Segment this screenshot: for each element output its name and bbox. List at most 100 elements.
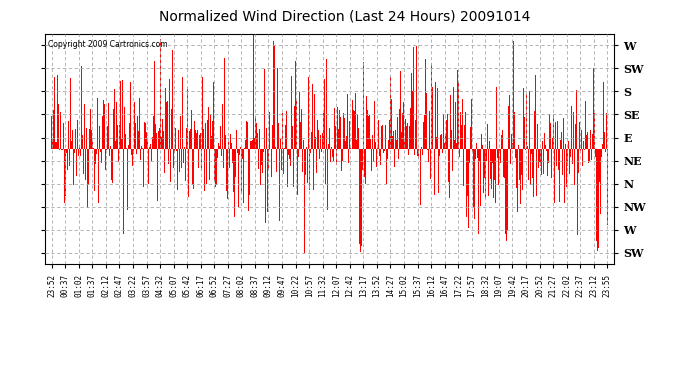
Bar bbox=[193, 149, 194, 189]
Bar bbox=[195, 130, 196, 149]
Bar bbox=[571, 105, 572, 149]
Bar bbox=[502, 130, 504, 149]
Bar bbox=[202, 77, 203, 149]
Bar bbox=[326, 149, 328, 210]
Bar bbox=[252, 140, 253, 149]
Bar bbox=[565, 144, 566, 149]
Bar bbox=[405, 119, 406, 149]
Bar bbox=[399, 109, 400, 149]
Bar bbox=[576, 90, 577, 149]
Bar bbox=[141, 146, 142, 149]
Bar bbox=[77, 120, 78, 149]
Bar bbox=[451, 130, 452, 149]
Bar bbox=[89, 129, 90, 149]
Bar bbox=[500, 149, 502, 166]
Bar bbox=[171, 109, 172, 149]
Bar bbox=[206, 149, 207, 184]
Bar bbox=[357, 149, 359, 152]
Bar bbox=[336, 149, 337, 165]
Bar bbox=[373, 149, 374, 162]
Bar bbox=[189, 131, 190, 149]
Bar bbox=[150, 149, 152, 161]
Bar bbox=[85, 149, 86, 180]
Bar bbox=[545, 144, 546, 149]
Bar bbox=[60, 112, 61, 149]
Bar bbox=[144, 122, 145, 149]
Bar bbox=[268, 112, 270, 149]
Bar bbox=[386, 149, 388, 184]
Bar bbox=[580, 149, 581, 152]
Bar bbox=[434, 149, 435, 195]
Bar bbox=[318, 130, 319, 149]
Bar bbox=[413, 149, 415, 154]
Bar bbox=[305, 149, 306, 175]
Bar bbox=[217, 149, 218, 158]
Bar bbox=[429, 111, 430, 149]
Bar bbox=[91, 130, 92, 149]
Bar bbox=[237, 149, 239, 207]
Bar bbox=[439, 149, 440, 156]
Bar bbox=[539, 149, 540, 162]
Bar bbox=[374, 101, 375, 149]
Bar bbox=[317, 120, 318, 149]
Bar bbox=[230, 134, 231, 149]
Bar bbox=[56, 142, 57, 149]
Bar bbox=[505, 149, 506, 234]
Bar bbox=[573, 112, 574, 149]
Bar bbox=[407, 123, 408, 149]
Bar bbox=[282, 113, 283, 149]
Bar bbox=[511, 134, 512, 149]
Bar bbox=[339, 110, 340, 149]
Bar bbox=[160, 39, 161, 149]
Bar bbox=[260, 149, 261, 185]
Bar bbox=[455, 102, 456, 149]
Bar bbox=[155, 121, 157, 149]
Bar bbox=[331, 147, 333, 149]
Bar bbox=[262, 149, 263, 173]
Bar bbox=[562, 149, 563, 175]
Bar bbox=[57, 75, 58, 149]
Bar bbox=[494, 149, 495, 180]
Bar bbox=[279, 149, 280, 221]
Bar bbox=[594, 113, 595, 149]
Bar bbox=[333, 149, 335, 161]
Bar bbox=[276, 149, 277, 172]
Bar bbox=[362, 149, 364, 170]
Bar bbox=[287, 149, 288, 187]
Bar bbox=[347, 94, 348, 149]
Bar bbox=[540, 149, 541, 166]
Bar bbox=[535, 75, 536, 149]
Bar bbox=[471, 149, 473, 152]
Bar bbox=[353, 110, 354, 149]
Bar bbox=[307, 149, 308, 183]
Bar bbox=[555, 149, 557, 166]
Bar bbox=[355, 140, 357, 149]
Bar bbox=[607, 149, 608, 225]
Bar bbox=[398, 149, 399, 159]
Bar bbox=[323, 113, 324, 149]
Bar bbox=[80, 149, 81, 156]
Bar bbox=[521, 149, 522, 175]
Bar bbox=[300, 122, 302, 149]
Bar bbox=[97, 125, 99, 149]
Bar bbox=[507, 149, 509, 230]
Bar bbox=[221, 149, 222, 156]
Bar bbox=[447, 114, 448, 149]
Bar bbox=[284, 148, 285, 149]
Bar bbox=[499, 149, 500, 151]
Bar bbox=[188, 149, 189, 196]
Bar bbox=[402, 113, 403, 149]
Bar bbox=[94, 149, 95, 192]
Bar bbox=[111, 149, 112, 180]
Bar bbox=[404, 142, 405, 149]
Bar bbox=[512, 143, 513, 149]
Bar bbox=[61, 149, 62, 150]
Bar bbox=[311, 132, 312, 149]
Bar bbox=[448, 149, 449, 182]
Bar bbox=[578, 149, 579, 173]
Bar bbox=[321, 149, 322, 152]
Bar bbox=[368, 116, 369, 149]
Bar bbox=[168, 149, 169, 164]
Bar bbox=[110, 146, 111, 149]
Bar bbox=[108, 103, 109, 149]
